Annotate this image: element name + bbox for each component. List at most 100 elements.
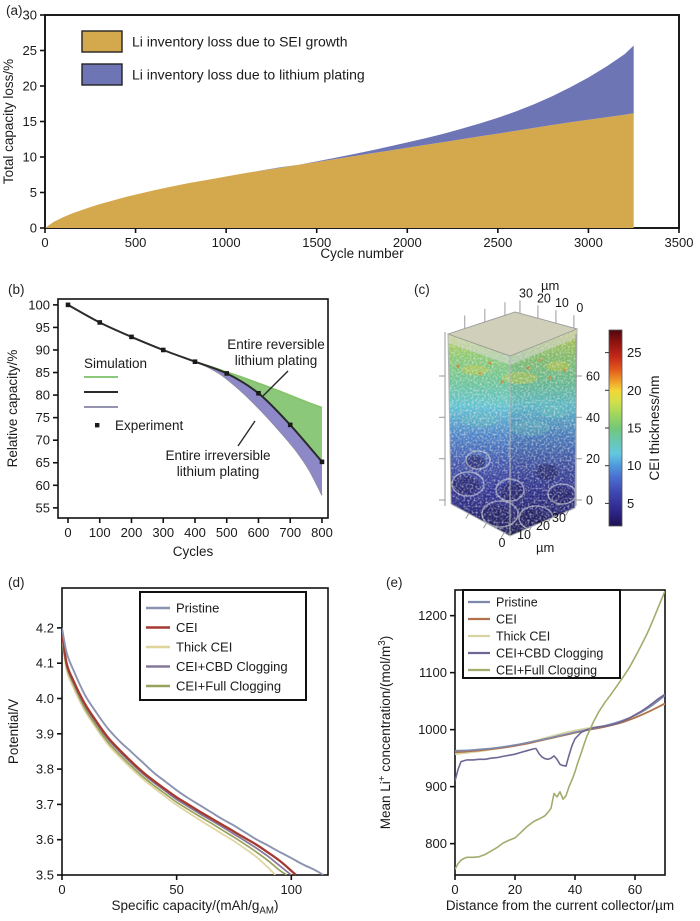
- svg-text:60: 60: [36, 478, 50, 493]
- svg-text:15: 15: [627, 421, 641, 436]
- svg-text:3000: 3000: [574, 235, 603, 250]
- panel-d-chart: 0 50 100 3.5 3.6 3.7 3.8 3.9 4.0 4.1 4.2 Specific c…: [6, 587, 329, 917]
- svg-text:75: 75: [36, 410, 50, 425]
- svg-text:10: 10: [23, 150, 37, 165]
- svg-text:5: 5: [627, 496, 634, 511]
- panel-c-letter: (c): [414, 282, 430, 297]
- svg-text:0: 0: [58, 882, 65, 897]
- svg-text:1000: 1000: [418, 722, 447, 737]
- svg-text:CEI: CEI: [496, 613, 517, 627]
- svg-text:0: 0: [451, 882, 458, 897]
- svg-text:30: 30: [23, 8, 37, 23]
- svg-text:10: 10: [555, 296, 569, 310]
- panel-e-chart: 0 20 40 60 800 900 1000 1100 1200 Distance from t…: [377, 589, 674, 913]
- svg-text:CEI+CBD Clogging: CEI+CBD Clogging: [496, 647, 603, 661]
- svg-text:400: 400: [184, 525, 206, 540]
- svg-text:5: 5: [30, 185, 37, 200]
- svg-text:800: 800: [311, 525, 333, 540]
- svg-text:Li inventory loss due to lithi: Li inventory loss due to lithium plating: [132, 67, 365, 83]
- svg-text:4.2: 4.2: [36, 620, 54, 635]
- svg-text:3.7: 3.7: [36, 797, 54, 812]
- svg-text:30: 30: [552, 511, 566, 525]
- panel-c: (c) 30 20 10 0 µm 0 20 40 60 0 10 20 30 µm 5 10 15 20 25 CE…: [360, 270, 700, 562]
- svg-text:1100: 1100: [419, 665, 447, 680]
- svg-text:65: 65: [36, 455, 50, 470]
- svg-text:Potential/V: Potential/V: [6, 699, 21, 764]
- svg-text:0: 0: [586, 494, 593, 508]
- panel-a: (a) 0 500 1000 1500 2000 2500 3000 3500 0 5 10 15 20…: [0, 0, 700, 270]
- svg-text:15: 15: [23, 114, 37, 129]
- panel-b: (b) 0 100 200 300 400 500 600 700 800 55 60 65 70 75 8…: [0, 270, 360, 562]
- svg-text:55: 55: [36, 500, 50, 515]
- svg-text:10: 10: [627, 458, 641, 473]
- svg-text:µm: µm: [541, 278, 559, 293]
- svg-text:CEI thickness/nm: CEI thickness/nm: [647, 375, 662, 480]
- svg-text:3.9: 3.9: [36, 726, 54, 741]
- svg-text:20: 20: [586, 452, 600, 466]
- svg-text:3.5: 3.5: [36, 868, 54, 883]
- svg-text:Relative capacity/%: Relative capacity/%: [5, 350, 20, 468]
- svg-text:85: 85: [36, 365, 50, 380]
- svg-text:60: 60: [586, 370, 600, 384]
- svg-text:20: 20: [23, 79, 37, 94]
- svg-text:40: 40: [568, 882, 582, 897]
- panel-a-chart: 0 500 1000 1500 2000 2500 3000 3500 0 5 10 15 20 25 30…: [1, 8, 693, 262]
- panel-b-chart: 0 100 200 300 400 500 600 700 800 55 60 65 70 75 80 85 9…: [5, 297, 333, 559]
- svg-text:Entire irreversible: Entire irreversible: [165, 448, 270, 463]
- svg-text:20: 20: [627, 383, 641, 398]
- svg-text:4.0: 4.0: [36, 691, 54, 706]
- svg-text:80: 80: [36, 388, 50, 403]
- svg-text:lithium plating: lithium plating: [177, 464, 260, 479]
- svg-text:10: 10: [517, 528, 531, 542]
- svg-text:600: 600: [248, 525, 270, 540]
- svg-text:1000: 1000: [212, 235, 241, 250]
- svg-text:50: 50: [169, 882, 183, 897]
- svg-text:90: 90: [36, 342, 50, 357]
- svg-text:CEI+CBD Clogging: CEI+CBD Clogging: [176, 659, 288, 674]
- svg-text:20: 20: [508, 882, 522, 897]
- svg-text:100: 100: [89, 525, 111, 540]
- svg-text:800: 800: [425, 836, 447, 851]
- svg-text:lithium plating: lithium plating: [235, 353, 318, 368]
- svg-text:95: 95: [36, 320, 50, 335]
- panel-d: (d) 0 50 100 3.5 3.6 3.7 3.8 3.9 4.0 4.1 4.2 Specif…: [0, 562, 360, 921]
- svg-text:25: 25: [627, 345, 641, 360]
- svg-text:60: 60: [628, 882, 642, 897]
- svg-text:30: 30: [519, 286, 533, 300]
- svg-text:Thick CEI: Thick CEI: [496, 630, 550, 644]
- svg-text:Pristine: Pristine: [496, 596, 538, 610]
- svg-text:900: 900: [425, 779, 447, 794]
- svg-text:500: 500: [125, 235, 147, 250]
- svg-text:CEI+Full Clogging: CEI+Full Clogging: [176, 679, 281, 694]
- svg-text:500: 500: [216, 525, 238, 540]
- svg-text:20: 20: [537, 291, 551, 305]
- svg-text:700: 700: [279, 525, 301, 540]
- svg-text:Cycles: Cycles: [173, 544, 214, 559]
- svg-text:0: 0: [576, 301, 583, 315]
- svg-text:Distance from the current coll: Distance from the current collector/µm: [446, 898, 674, 913]
- svg-text:2000: 2000: [393, 235, 422, 250]
- svg-text:3.6: 3.6: [36, 832, 54, 847]
- svg-text:Experiment: Experiment: [115, 418, 184, 433]
- svg-text:3.8: 3.8: [36, 762, 54, 777]
- svg-text:70: 70: [36, 433, 50, 448]
- svg-text:CEI+Full Clogging: CEI+Full Clogging: [496, 664, 597, 678]
- svg-text:Mean Li+ concentration/(mol/m3: Mean Li+ concentration/(mol/m3): [377, 636, 393, 829]
- svg-text:200: 200: [121, 525, 143, 540]
- svg-text:Li inventory loss due to SEI g: Li inventory loss due to SEI growth: [132, 34, 348, 50]
- svg-text:1200: 1200: [418, 608, 447, 623]
- svg-text:Total capacity loss/%: Total capacity loss/%: [1, 59, 16, 184]
- svg-text:25: 25: [23, 43, 37, 58]
- svg-text:0: 0: [64, 525, 71, 540]
- svg-text:Entire reversible: Entire reversible: [227, 337, 325, 352]
- svg-text:Cycle number: Cycle number: [320, 246, 404, 261]
- svg-text:300: 300: [152, 525, 174, 540]
- panel-e: (e) 0 20 40 60 800 900 1000 1100 1200 Distance fr…: [360, 562, 700, 921]
- panel-d-letter: (d): [8, 575, 25, 590]
- svg-text:0: 0: [30, 221, 37, 236]
- svg-text:CEI: CEI: [176, 620, 198, 635]
- svg-text:Specific capacity/(mAh/gAM): Specific capacity/(mAh/gAM): [112, 898, 279, 917]
- svg-text:40: 40: [586, 411, 600, 425]
- svg-text:Pristine: Pristine: [176, 601, 219, 616]
